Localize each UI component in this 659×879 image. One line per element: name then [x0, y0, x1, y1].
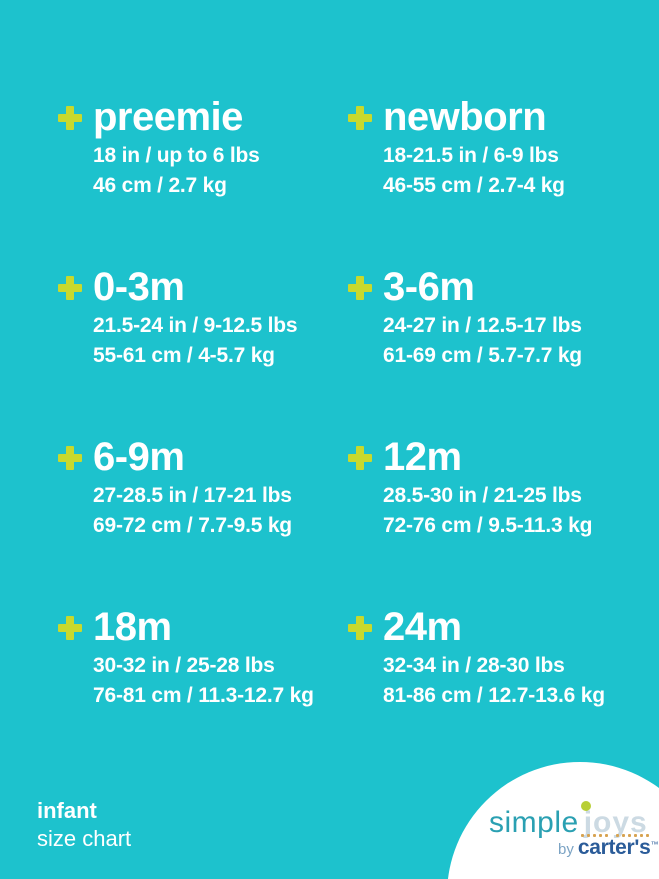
size-metric: 46 cm / 2.7 kg	[93, 174, 227, 197]
plus-icon	[58, 616, 82, 640]
size-metric: 72-76 cm / 9.5-11.3 kg	[383, 514, 593, 537]
size-imperial: 21.5-24 in / 9-12.5 lbs	[93, 314, 298, 337]
size-metric: 55-61 cm / 4-5.7 kg	[93, 344, 275, 367]
size-metric: 76-81 cm / 11.3-12.7 kg	[93, 684, 314, 707]
plus-icon	[58, 446, 82, 470]
brand-logo-byline: by carter's ™	[558, 836, 659, 860]
size-imperial: 30-32 in / 25-28 lbs	[93, 654, 275, 677]
size-label: 3-6m	[383, 265, 475, 309]
size-title-row: 0-3m	[58, 267, 348, 307]
footer-category: infant	[37, 798, 97, 823]
trademark-symbol: ™	[650, 840, 659, 849]
size-imperial: 24-27 in / 12.5-17 lbs	[383, 314, 582, 337]
size-metric: 46-55 cm / 2.7-4 kg	[383, 174, 565, 197]
size-cell: 6-9m 27-28.5 in / 17-21 lbs 69-72 cm / 7…	[58, 428, 348, 598]
chart-footer: infant size chart	[37, 797, 131, 853]
size-title-row: 3-6m	[348, 267, 638, 307]
size-imperial: 18-21.5 in / 6-9 lbs	[383, 144, 559, 167]
size-imperial: 27-28.5 in / 17-21 lbs	[93, 484, 292, 507]
size-metric: 81-86 cm / 12.7-13.6 kg	[383, 684, 605, 707]
size-label: newborn	[383, 95, 547, 139]
plus-icon	[58, 106, 82, 130]
size-label: 6-9m	[93, 435, 185, 479]
logo-j-dot-icon	[581, 801, 591, 811]
logo-by-text: by	[558, 841, 574, 858]
plus-icon	[348, 106, 372, 130]
footer-subtitle: size chart	[37, 826, 132, 851]
plus-icon	[348, 616, 372, 640]
plus-icon	[58, 276, 82, 300]
size-cell: 12m 28.5-30 in / 21-25 lbs 72-76 cm / 9.…	[348, 428, 638, 598]
size-title-row: 18m	[58, 607, 348, 647]
logo-brand-name: carter's	[577, 836, 651, 859]
size-title-row: 6-9m	[58, 437, 348, 477]
size-label: preemie	[93, 95, 243, 139]
size-cell: 24m 32-34 in / 28-30 lbs 81-86 cm / 12.7…	[348, 598, 638, 768]
size-title-row: 12m	[348, 437, 638, 477]
logo-stitch-left-icon	[581, 834, 608, 837]
size-imperial: 28.5-30 in / 21-25 lbs	[383, 484, 582, 507]
size-metric: 69-72 cm / 7.7-9.5 kg	[93, 514, 292, 537]
size-imperial: 18 in / up to 6 lbs	[93, 144, 260, 167]
logo-word-simple: simple	[489, 806, 579, 839]
logo-word-joys: joys	[583, 806, 648, 839]
size-label: 24m	[383, 605, 462, 649]
brand-logo-wordmark: simple joys	[489, 806, 648, 840]
size-title-row: 24m	[348, 607, 638, 647]
size-label: 0-3m	[93, 265, 185, 309]
size-title-row: preemie	[58, 97, 348, 137]
size-title-row: newborn	[348, 97, 638, 137]
plus-icon	[348, 446, 372, 470]
size-cell: preemie 18 in / up to 6 lbs 46 cm / 2.7 …	[58, 88, 348, 258]
size-label: 12m	[383, 435, 462, 479]
size-label: 18m	[93, 605, 172, 649]
size-cell: 3-6m 24-27 in / 12.5-17 lbs 61-69 cm / 5…	[348, 258, 638, 428]
logo-stitch-right-icon	[616, 834, 649, 837]
size-metric: 61-69 cm / 5.7-7.7 kg	[383, 344, 582, 367]
size-chart-grid: preemie 18 in / up to 6 lbs 46 cm / 2.7 …	[58, 88, 638, 768]
size-cell: 18m 30-32 in / 25-28 lbs 76-81 cm / 11.3…	[58, 598, 348, 768]
size-cell: 0-3m 21.5-24 in / 9-12.5 lbs 55-61 cm / …	[58, 258, 348, 428]
size-imperial: 32-34 in / 28-30 lbs	[383, 654, 565, 677]
plus-icon	[348, 276, 372, 300]
size-cell: newborn 18-21.5 in / 6-9 lbs 46-55 cm / …	[348, 88, 638, 258]
